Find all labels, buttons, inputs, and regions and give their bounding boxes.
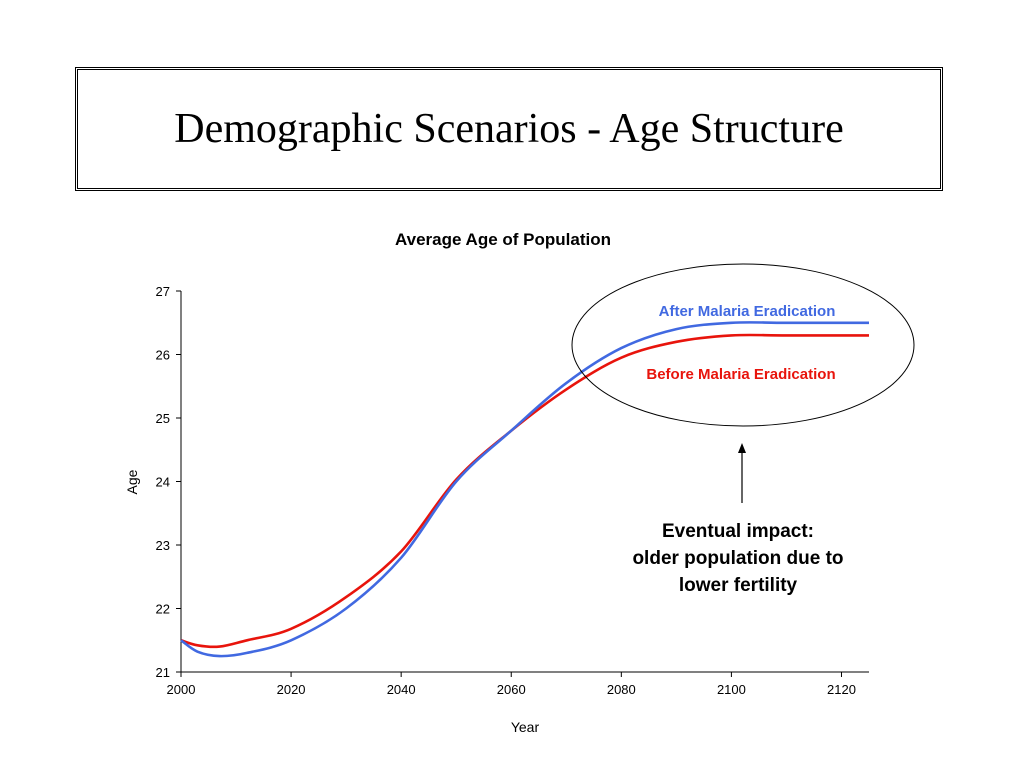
chart-title: Average Age of Population (395, 230, 611, 249)
y-tick-label: 24 (156, 475, 170, 490)
x-tick-label: 2100 (717, 682, 746, 697)
slide-title: Demographic Scenarios - Age Structure (174, 106, 844, 152)
y-tick-label: 23 (156, 538, 170, 553)
x-axis-title: Year (511, 719, 540, 735)
annotation-text: Eventual impact: older population due to… (588, 518, 888, 599)
chart-axes: 21 22 23 24 25 26 27 2000 2020 2040 2060 2080 2100 21… (156, 284, 869, 697)
before-eradication-label: Before Malaria Eradication (646, 366, 835, 383)
series-line-after-eradication (180, 321, 869, 658)
annotation-line: older population due to (632, 548, 844, 569)
y-axis-title: Age (124, 469, 140, 494)
x-tick-label: 2080 (607, 682, 636, 697)
x-tick-label: 2020 (277, 682, 306, 697)
y-tick-label: 22 (156, 602, 170, 617)
x-tick-label: 2060 (497, 682, 526, 697)
y-tick-label: 27 (156, 284, 170, 299)
highlight-ellipse (571, 263, 915, 427)
y-tick-label: 25 (156, 411, 170, 426)
y-tick-label: 21 (156, 665, 170, 680)
arrow-head (738, 443, 746, 453)
annotation-line: Eventual impact: (661, 521, 815, 542)
slide-title-box: Demographic Scenarios - Age Structure (75, 67, 943, 191)
x-tick-label: 2120 (827, 682, 856, 697)
annotation-line: lower fertility (678, 575, 798, 596)
y-tick-label: 26 (156, 348, 170, 363)
after-eradication-label: After Malaria Eradication (659, 303, 836, 320)
x-tick-label: 2040 (387, 682, 416, 697)
chart-series (180, 321, 869, 658)
x-tick-label: 2000 (167, 682, 196, 697)
